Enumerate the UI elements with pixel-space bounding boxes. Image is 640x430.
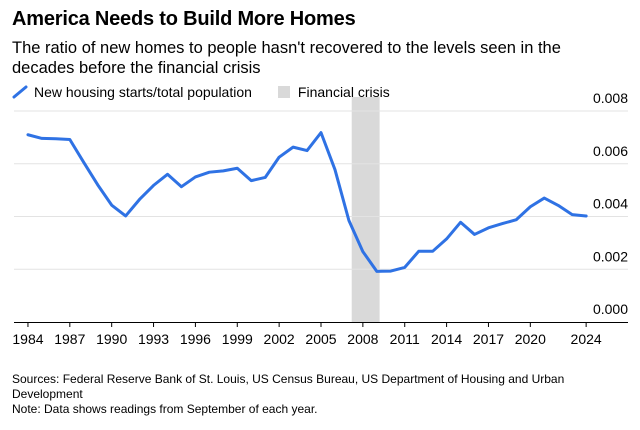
series-line-housing-starts bbox=[26, 131, 588, 273]
legend-line-icon bbox=[12, 85, 28, 99]
chart-subtitle: The ratio of new homes to people hasn't … bbox=[12, 39, 561, 77]
x-tick-label: 2014 bbox=[431, 331, 462, 347]
legend-item-shade: Financial crisis bbox=[277, 84, 390, 100]
data-point bbox=[250, 179, 253, 182]
data-point bbox=[529, 205, 532, 208]
data-point bbox=[180, 185, 183, 188]
y-tick-label: 0.002 bbox=[593, 248, 628, 264]
data-point bbox=[459, 221, 462, 224]
x-tick-label: 2011 bbox=[390, 331, 420, 347]
data-point bbox=[138, 198, 141, 201]
data-point bbox=[124, 214, 127, 218]
legend-series-label: New housing starts/total population bbox=[34, 84, 252, 100]
data-point bbox=[361, 250, 365, 253]
data-point bbox=[389, 269, 392, 273]
footer: Sources: Federal Reserve Bank of St. Lou… bbox=[12, 372, 627, 417]
x-tick-label: 2005 bbox=[305, 331, 336, 347]
data-point bbox=[557, 204, 560, 207]
x-tick-label: 2002 bbox=[264, 331, 295, 347]
data-point bbox=[291, 145, 295, 149]
x-tick-label: 1984 bbox=[12, 331, 43, 347]
data-point bbox=[515, 218, 518, 221]
data-point bbox=[319, 131, 323, 134]
y-tick-label: 0.000 bbox=[593, 301, 628, 317]
data-point bbox=[208, 170, 211, 174]
note-text: Note: Data shows readings from September… bbox=[12, 402, 318, 416]
x-tick-label: 1987 bbox=[54, 331, 85, 347]
x-tick-label: 2017 bbox=[473, 331, 504, 347]
data-point bbox=[26, 133, 30, 136]
sources-text: Sources: Federal Reserve Bank of St. Lou… bbox=[12, 372, 565, 401]
legend-item-series: New housing starts/total population bbox=[12, 84, 252, 100]
data-point bbox=[277, 155, 281, 159]
data-point bbox=[333, 168, 337, 171]
data-point bbox=[68, 138, 72, 141]
data-point bbox=[263, 176, 267, 179]
x-tick-label: 2008 bbox=[347, 331, 378, 347]
x-tick-label: 1993 bbox=[138, 331, 169, 347]
data-point bbox=[236, 167, 239, 170]
y-tick-label: 0.004 bbox=[593, 196, 628, 212]
legend: New housing starts/total population Fina… bbox=[12, 84, 416, 100]
data-point bbox=[305, 149, 309, 152]
data-point bbox=[166, 173, 169, 176]
data-point bbox=[473, 233, 476, 236]
legend-shade-label: Financial crisis bbox=[297, 84, 390, 100]
legend-shade-swatch-icon bbox=[277, 86, 290, 98]
data-point bbox=[570, 213, 574, 216]
x-tick-label: 1999 bbox=[222, 331, 253, 347]
data-point bbox=[54, 137, 58, 140]
y-tick-label: 0.008 bbox=[593, 90, 628, 106]
data-point bbox=[96, 183, 99, 187]
x-tick-label: 2024 bbox=[571, 331, 602, 347]
data-point bbox=[194, 175, 197, 179]
data-point bbox=[152, 184, 155, 187]
data-point bbox=[110, 203, 113, 207]
data-point bbox=[584, 214, 588, 218]
x-tick-label: 1996 bbox=[180, 331, 211, 347]
data-point bbox=[347, 219, 351, 222]
financial-crisis-shade bbox=[351, 97, 380, 322]
data-point bbox=[403, 266, 406, 269]
y-tick-label: 0.006 bbox=[593, 143, 628, 159]
x-tick-label: 2020 bbox=[515, 331, 546, 347]
x-tick-label: 1990 bbox=[96, 331, 127, 347]
data-point bbox=[222, 169, 225, 173]
data-point bbox=[375, 270, 379, 273]
data-point bbox=[487, 226, 490, 230]
chart-title: America Needs to Build More Homes bbox=[12, 8, 356, 30]
data-point bbox=[445, 237, 448, 241]
data-point bbox=[501, 222, 504, 225]
data-point bbox=[82, 161, 85, 164]
data-point bbox=[417, 250, 420, 253]
data-point bbox=[40, 137, 44, 140]
data-point bbox=[543, 196, 546, 200]
data-point bbox=[431, 250, 434, 253]
